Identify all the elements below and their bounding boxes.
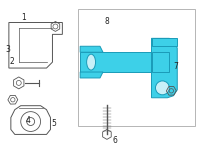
- Bar: [78, 9, 195, 126]
- Text: 5: 5: [51, 118, 56, 127]
- Text: 7: 7: [173, 62, 178, 71]
- Ellipse shape: [87, 54, 96, 70]
- Polygon shape: [152, 38, 177, 46]
- Text: 3: 3: [5, 45, 10, 54]
- Circle shape: [155, 81, 169, 95]
- Text: 2: 2: [9, 57, 14, 66]
- Text: 4: 4: [25, 116, 30, 125]
- Polygon shape: [80, 46, 103, 52]
- Polygon shape: [80, 72, 103, 78]
- Text: 8: 8: [105, 17, 109, 26]
- Text: 1: 1: [21, 13, 26, 22]
- Polygon shape: [152, 52, 169, 72]
- Polygon shape: [152, 38, 177, 98]
- Polygon shape: [80, 52, 169, 72]
- Text: 6: 6: [112, 136, 117, 145]
